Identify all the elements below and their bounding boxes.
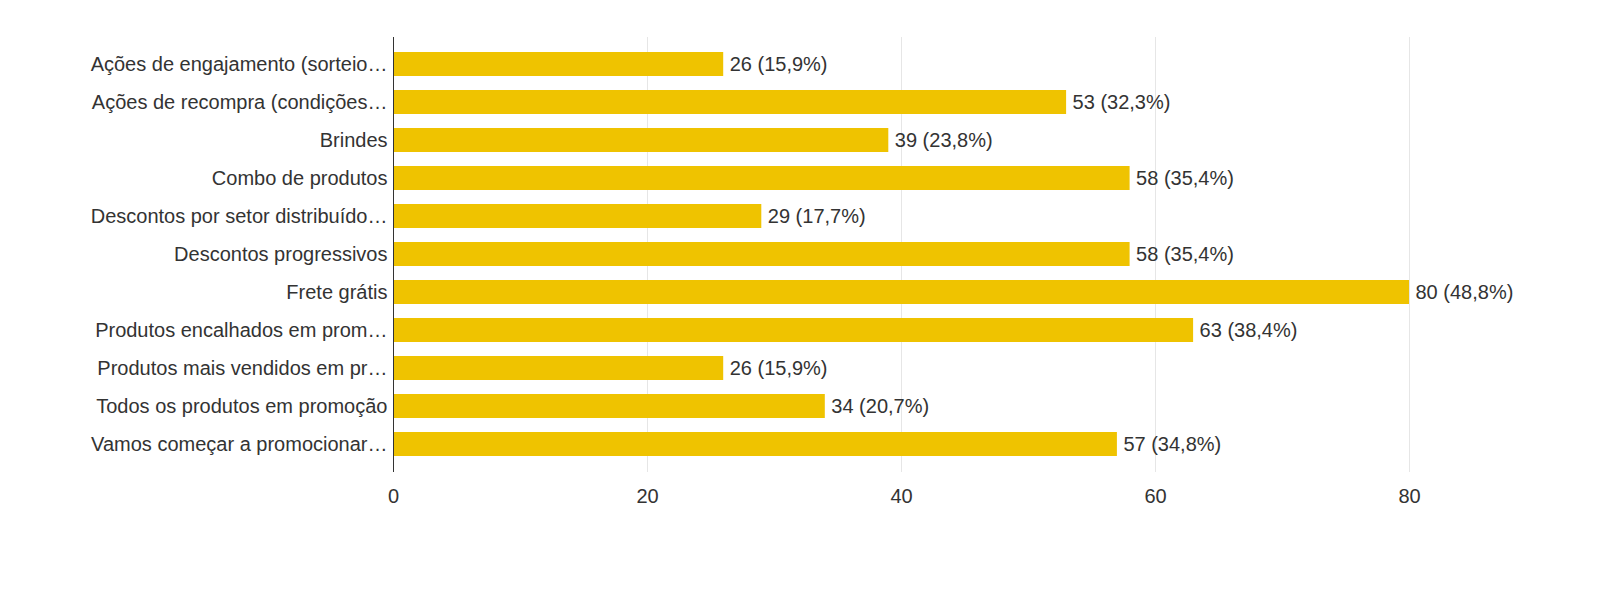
svg-text:Produtos mais vendidos em pr…: Produtos mais vendidos em pr…: [97, 357, 387, 379]
svg-text:Todos os produtos em promoção: Todos os produtos em promoção: [96, 395, 387, 417]
svg-text:Vamos começar a promocionar…: Vamos começar a promocionar…: [91, 433, 387, 455]
svg-text:Descontos por setor distribuíd: Descontos por setor distribuído…: [91, 205, 388, 227]
svg-text:Produtos encalhados em prom…: Produtos encalhados em prom…: [95, 319, 387, 341]
svg-text:63 (38,4%): 63 (38,4%): [1200, 319, 1298, 341]
svg-text:Ações de engajamento (sorteio…: Ações de engajamento (sorteio…: [91, 53, 388, 75]
svg-text:53 (32,3%): 53 (32,3%): [1073, 91, 1171, 113]
svg-text:60: 60: [1144, 485, 1166, 507]
svg-text:26 (15,9%): 26 (15,9%): [730, 357, 828, 379]
svg-text:39 (23,8%): 39 (23,8%): [895, 129, 993, 151]
svg-text:58 (35,4%): 58 (35,4%): [1136, 167, 1234, 189]
svg-text:0: 0: [388, 485, 399, 507]
svg-text:Combo de produtos: Combo de produtos: [212, 167, 388, 189]
svg-text:57 (34,8%): 57 (34,8%): [1123, 433, 1221, 455]
svg-text:80: 80: [1398, 485, 1420, 507]
svg-text:Frete grátis: Frete grátis: [286, 281, 387, 303]
svg-text:40: 40: [890, 485, 912, 507]
svg-text:Descontos progressivos: Descontos progressivos: [174, 243, 387, 265]
svg-text:Ações de recompra (condições…: Ações de recompra (condições…: [92, 91, 388, 113]
svg-text:58 (35,4%): 58 (35,4%): [1136, 243, 1234, 265]
svg-text:Brindes: Brindes: [320, 129, 388, 151]
svg-text:80 (48,8%): 80 (48,8%): [1416, 281, 1514, 303]
svg-text:29 (17,7%): 29 (17,7%): [768, 205, 866, 227]
svg-text:26 (15,9%): 26 (15,9%): [730, 53, 828, 75]
svg-text:34 (20,7%): 34 (20,7%): [831, 395, 929, 417]
svg-text:20: 20: [636, 485, 658, 507]
